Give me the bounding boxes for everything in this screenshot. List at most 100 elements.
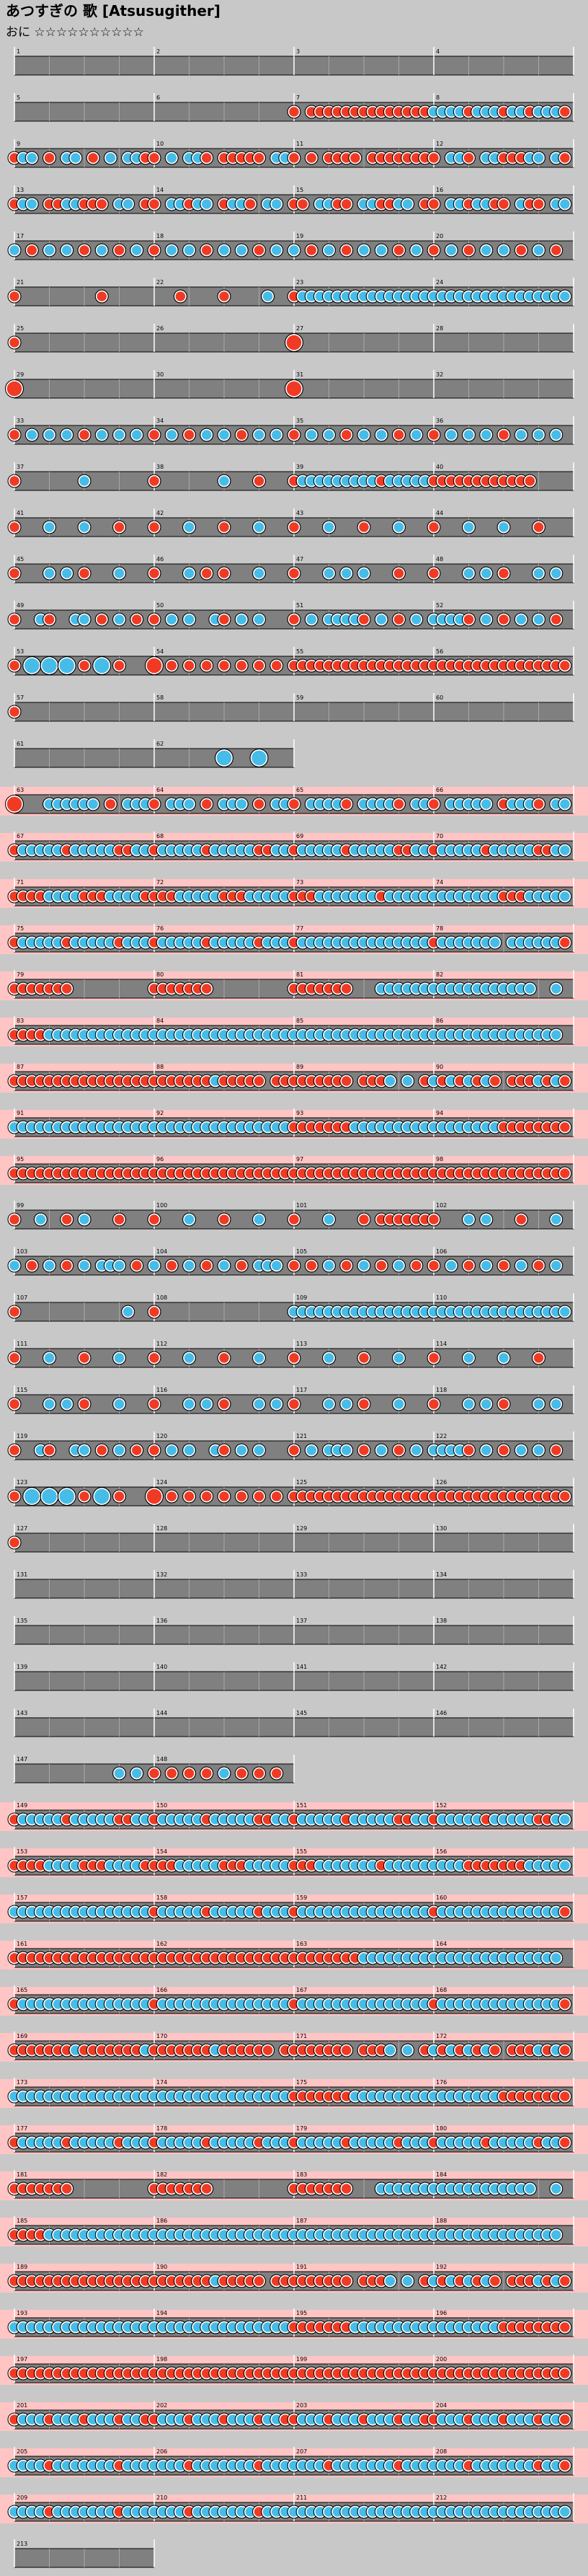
note: [559, 2091, 570, 2102]
note: [271, 199, 282, 210]
note: [35, 1214, 46, 1225]
measure-number: 44: [436, 510, 443, 516]
note: [324, 1399, 334, 1410]
measure-number: 13: [17, 187, 24, 193]
measure-number: 146: [436, 1710, 447, 1716]
note: [79, 245, 90, 256]
measure-number: 40: [436, 464, 443, 470]
note: [219, 568, 230, 579]
note: [551, 2184, 561, 2195]
note: [551, 1214, 561, 1225]
measure-number: 22: [156, 279, 164, 286]
note: [516, 1261, 527, 1271]
measure-number: 117: [296, 1387, 307, 1393]
note: [559, 799, 570, 810]
note: [9, 1445, 20, 1456]
measure-number: 21: [17, 279, 24, 286]
note: [324, 1214, 334, 1225]
note: [411, 614, 422, 625]
measure-number: 85: [296, 1018, 303, 1024]
note: [254, 522, 264, 533]
note: [551, 1261, 561, 1271]
measure-number: 93: [296, 1110, 303, 1116]
note: [114, 661, 125, 671]
note: [393, 1261, 404, 1271]
note: [402, 199, 413, 210]
note: [114, 1768, 125, 1779]
note: [289, 1353, 300, 1364]
note: [88, 799, 99, 810]
measure-number: 160: [436, 1894, 447, 1901]
measure-number: 130: [436, 1525, 447, 1532]
note: [236, 661, 247, 671]
note: [44, 245, 55, 256]
note: [516, 614, 527, 625]
note: [131, 1445, 142, 1456]
note: [289, 1261, 300, 1271]
measure-number: 118: [436, 1387, 447, 1393]
note: [306, 1261, 317, 1271]
note: [489, 1076, 500, 1087]
note: [97, 199, 107, 210]
measure-number: 25: [17, 325, 24, 332]
note: [385, 2276, 396, 2287]
measure-number: 30: [156, 371, 164, 378]
measure-number: 107: [17, 1294, 27, 1301]
note: [376, 614, 387, 625]
note: [402, 1076, 413, 1087]
measure-number: 61: [17, 741, 24, 747]
measure-number: 69: [296, 833, 303, 839]
note: [463, 153, 474, 164]
measure-number: 29: [17, 371, 24, 378]
note: [289, 568, 300, 579]
note: [559, 845, 570, 856]
note: [533, 522, 544, 533]
note: [201, 984, 212, 994]
note: [429, 522, 440, 533]
measure-number: 120: [156, 1433, 167, 1439]
note: [184, 1353, 195, 1364]
measure-number: 23: [296, 279, 303, 286]
note: [559, 2322, 570, 2333]
measure-number: 194: [156, 2310, 167, 2316]
note: [341, 1445, 352, 1456]
note: [97, 1445, 107, 1456]
note: [254, 568, 264, 579]
note: [114, 614, 125, 625]
note: [254, 245, 264, 256]
note: [393, 1399, 404, 1410]
note: [219, 1399, 230, 1410]
note: [306, 153, 317, 164]
measure-number: 150: [156, 1802, 167, 1809]
note: [149, 1307, 160, 1318]
measure-number: 66: [436, 787, 443, 793]
measure-number: 49: [17, 602, 24, 609]
measure-number: 74: [436, 879, 443, 886]
measure-number: 53: [17, 648, 24, 655]
note: [463, 1261, 474, 1271]
measure-number: 9: [17, 141, 20, 147]
note: [94, 1488, 110, 1504]
note: [184, 661, 195, 671]
note: [341, 2045, 352, 2056]
note: [341, 430, 352, 441]
measure-number: 41: [17, 510, 24, 516]
note: [219, 1353, 230, 1364]
note: [306, 614, 317, 625]
note: [9, 707, 20, 718]
note: [131, 614, 142, 625]
measure-number: 32: [436, 371, 443, 378]
measure-number: 73: [296, 879, 303, 886]
note: [551, 2230, 561, 2241]
note: [429, 245, 440, 256]
measure-number: 100: [156, 1202, 167, 1209]
note: [559, 107, 570, 118]
measure-number: 112: [156, 1341, 167, 1347]
note: [385, 2045, 396, 2056]
note: [551, 1445, 561, 1456]
measure-number: 128: [156, 1525, 167, 1532]
note: [105, 153, 116, 164]
note: [559, 1907, 570, 1918]
measure-number: 86: [436, 1018, 443, 1024]
measure-number: 137: [296, 1618, 307, 1624]
